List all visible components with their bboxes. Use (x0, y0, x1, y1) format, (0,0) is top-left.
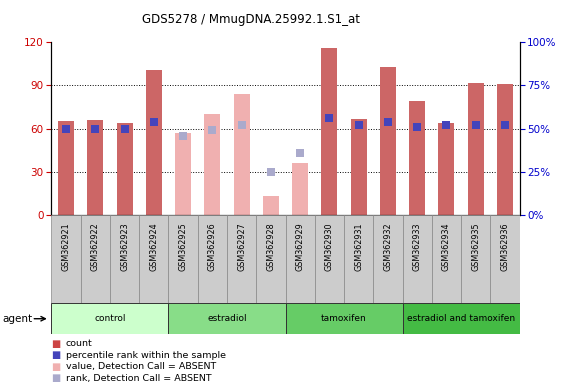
Point (296, 150, 305, 156)
Bar (168, 215, 198, 303)
Text: GSM362933: GSM362933 (413, 222, 422, 271)
Bar (110, 215, 139, 303)
Point (471, 122, 480, 128)
Bar (168, 303, 286, 334)
Point (149, 119, 158, 125)
Point (383, 119, 392, 125)
Bar (497, 84, 513, 215)
Text: GSM362935: GSM362935 (471, 222, 480, 271)
Bar (263, 196, 279, 215)
Point (266, 169, 275, 175)
Text: GSM362922: GSM362922 (91, 222, 100, 271)
Text: GSM362923: GSM362923 (120, 222, 129, 271)
Bar (351, 119, 367, 215)
Point (62, 126, 71, 132)
Bar (58, 121, 74, 215)
Text: agent: agent (3, 314, 33, 324)
Text: GSM362932: GSM362932 (383, 222, 392, 271)
Bar (432, 215, 461, 303)
Text: GSM362927: GSM362927 (237, 222, 246, 271)
Point (442, 122, 451, 128)
Bar (198, 215, 227, 303)
Text: GSM362926: GSM362926 (208, 222, 217, 271)
Text: ■: ■ (51, 373, 61, 383)
Bar (51, 303, 168, 334)
Bar (315, 215, 344, 303)
Bar (490, 215, 520, 303)
Bar (461, 215, 490, 303)
Bar (204, 114, 220, 215)
Text: estradiol and tamoxifen: estradiol and tamoxifen (407, 314, 515, 323)
Text: GSM362924: GSM362924 (149, 222, 158, 271)
Text: value, Detection Call = ABSENT: value, Detection Call = ABSENT (66, 362, 216, 371)
Bar (468, 83, 484, 215)
Bar (256, 215, 286, 303)
Point (325, 115, 334, 121)
Bar (286, 215, 315, 303)
Point (354, 122, 363, 128)
Text: count: count (66, 339, 93, 348)
Bar (292, 163, 308, 215)
Bar (403, 303, 520, 334)
Text: rank, Detection Call = ABSENT: rank, Detection Call = ABSENT (66, 374, 211, 383)
Text: ■: ■ (51, 350, 61, 360)
Text: GSM362934: GSM362934 (442, 222, 451, 271)
Bar (234, 94, 250, 215)
Text: GSM362936: GSM362936 (500, 222, 509, 271)
Point (500, 122, 509, 128)
Text: GSM362925: GSM362925 (179, 222, 188, 271)
Point (179, 132, 188, 139)
Bar (380, 67, 396, 215)
Text: tamoxifen: tamoxifen (321, 314, 367, 323)
Text: estradiol: estradiol (207, 314, 247, 323)
Point (91, 126, 100, 132)
Point (413, 124, 422, 130)
Text: control: control (94, 314, 126, 323)
Bar (373, 215, 403, 303)
Text: GDS5278 / MmugDNA.25992.1.S1_at: GDS5278 / MmugDNA.25992.1.S1_at (142, 13, 360, 26)
Text: GSM362930: GSM362930 (325, 222, 334, 271)
Point (237, 122, 246, 128)
Bar (139, 215, 168, 303)
Point (120, 126, 129, 132)
Bar (116, 123, 132, 215)
Bar (403, 215, 432, 303)
Bar (286, 303, 403, 334)
Text: percentile rank within the sample: percentile rank within the sample (66, 351, 226, 360)
Bar (81, 215, 110, 303)
Point (208, 127, 217, 134)
Bar (175, 133, 191, 215)
Bar (146, 70, 162, 215)
Text: GSM362931: GSM362931 (354, 222, 363, 271)
Text: ■: ■ (51, 339, 61, 349)
Text: GSM362928: GSM362928 (266, 222, 275, 271)
Bar (409, 101, 425, 215)
Bar (51, 215, 81, 303)
Bar (227, 215, 256, 303)
Text: ■: ■ (51, 362, 61, 372)
Bar (321, 48, 337, 215)
Text: GSM362929: GSM362929 (296, 222, 305, 271)
Bar (439, 123, 455, 215)
Text: GSM362921: GSM362921 (62, 222, 71, 271)
Bar (344, 215, 373, 303)
Bar (87, 120, 103, 215)
